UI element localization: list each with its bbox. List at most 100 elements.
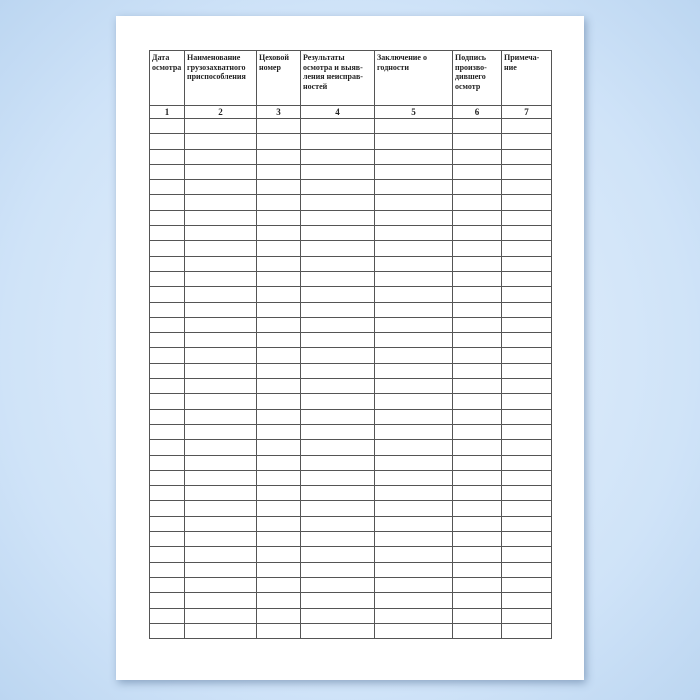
- table-row: [149, 592, 552, 609]
- table-cell: [374, 332, 453, 349]
- table-cell: [501, 316, 552, 334]
- table-cell: [149, 133, 185, 150]
- table-cell: [184, 286, 257, 303]
- table-cell: [374, 194, 453, 211]
- header-results: Результаты осмотра и выяв-ления неисправ…: [300, 50, 375, 106]
- table-cell: [501, 531, 552, 548]
- table-cell: [256, 561, 301, 578]
- table-cell: [501, 485, 552, 502]
- table-row: [149, 117, 552, 135]
- table-cell: [256, 423, 301, 441]
- table-cell: [184, 592, 257, 609]
- table-cell: [149, 362, 185, 380]
- table-cell: [300, 179, 375, 196]
- table-row: [149, 240, 552, 257]
- table-cell: [452, 301, 502, 318]
- table-cell: [300, 454, 375, 471]
- table-row: [149, 378, 552, 395]
- table-cell: [184, 500, 257, 517]
- table-cell: [149, 301, 185, 318]
- table-cell: [184, 301, 257, 318]
- table-cell: [256, 316, 301, 334]
- table-cell: [452, 607, 502, 624]
- table-cell: [149, 500, 185, 517]
- table-row: [149, 469, 552, 487]
- table-cell: [501, 393, 552, 410]
- column-number: 1: [149, 105, 185, 119]
- header-shop-number: Цеховой номер: [256, 50, 301, 106]
- table-row: [149, 362, 552, 380]
- table-cell: [452, 179, 502, 196]
- table-cell: [300, 408, 375, 425]
- table-cell: [501, 194, 552, 211]
- table-cell: [256, 531, 301, 548]
- table-cell: [374, 454, 453, 471]
- document-page: Дата осмотра Наименование грузозахватног…: [116, 16, 584, 680]
- table-cell: [184, 163, 257, 181]
- table-cell: [256, 179, 301, 196]
- table-cell: [149, 592, 185, 609]
- table-cell: [374, 240, 453, 257]
- table-cell: [452, 592, 502, 609]
- table-cell: [184, 148, 257, 165]
- table-cell: [374, 561, 453, 578]
- table-cell: [452, 408, 502, 425]
- table-cell: [184, 469, 257, 487]
- table-cell: [374, 500, 453, 517]
- table-row: [149, 133, 552, 150]
- table-cell: [256, 117, 301, 135]
- table-cell: [184, 316, 257, 334]
- table-cell: [149, 423, 185, 441]
- table-cell: [501, 362, 552, 380]
- table-cell: [300, 576, 375, 594]
- table-row: [149, 347, 552, 364]
- table-row: [149, 255, 552, 272]
- table-cell: [501, 179, 552, 196]
- table-cell: [256, 148, 301, 165]
- table-cell: [184, 393, 257, 410]
- table-cell: [300, 362, 375, 380]
- table-cell: [149, 469, 185, 487]
- table-cell: [184, 378, 257, 395]
- table-cell: [374, 347, 453, 364]
- table-cell: [452, 439, 502, 456]
- table-cell: [149, 454, 185, 471]
- table-cell: [300, 515, 375, 533]
- table-row: [149, 209, 552, 227]
- table-cell: [256, 408, 301, 425]
- table-cell: [256, 546, 301, 563]
- table-cell: [184, 362, 257, 380]
- table-cell: [501, 378, 552, 395]
- table-cell: [452, 515, 502, 533]
- table-cell: [501, 439, 552, 456]
- table-cell: [374, 423, 453, 441]
- table-cell: [452, 576, 502, 594]
- table-cell: [300, 163, 375, 181]
- table-cell: [501, 255, 552, 272]
- table-cell: [452, 561, 502, 578]
- table-cell: [149, 117, 185, 135]
- table-row: [149, 163, 552, 181]
- table-cell: [452, 622, 502, 640]
- table-row: [149, 485, 552, 502]
- table-cell: [501, 270, 552, 288]
- table-cell: [184, 270, 257, 288]
- table-cell: [300, 148, 375, 165]
- table-cell: [452, 133, 502, 150]
- table-cell: [300, 531, 375, 548]
- table-cell: [374, 286, 453, 303]
- column-number: 2: [184, 105, 257, 119]
- table-cell: [374, 515, 453, 533]
- table-row: [149, 316, 552, 334]
- column-number-row: 1 2 3 4 5 6 7: [149, 105, 552, 119]
- table-cell: [184, 485, 257, 502]
- table-row: [149, 622, 552, 640]
- table-cell: [501, 500, 552, 517]
- table-cell: [184, 255, 257, 272]
- table-cell: [184, 454, 257, 471]
- table-cell: [149, 546, 185, 563]
- table-cell: [300, 301, 375, 318]
- table-cell: [501, 607, 552, 624]
- table-cell: [374, 133, 453, 150]
- table-cell: [501, 209, 552, 227]
